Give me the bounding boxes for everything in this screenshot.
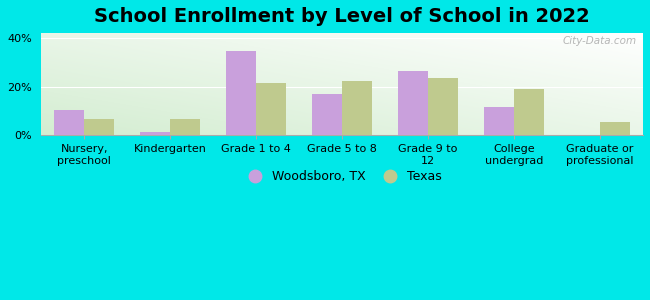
Text: City-Data.com: City-Data.com	[563, 36, 637, 46]
Bar	[226, 51, 256, 135]
Bar	[600, 122, 630, 135]
Bar	[140, 132, 170, 135]
Bar	[55, 110, 84, 135]
Bar	[343, 80, 372, 135]
Bar	[398, 71, 428, 135]
Bar	[514, 89, 544, 135]
Bar	[312, 94, 343, 135]
Bar	[428, 78, 458, 135]
Title: School Enrollment by Level of School in 2022: School Enrollment by Level of School in …	[94, 7, 590, 26]
Legend: Woodsboro, TX, Texas: Woodsboro, TX, Texas	[238, 165, 447, 188]
Bar	[256, 83, 287, 135]
Bar	[484, 107, 514, 135]
Bar	[170, 119, 200, 135]
Bar	[84, 119, 114, 135]
